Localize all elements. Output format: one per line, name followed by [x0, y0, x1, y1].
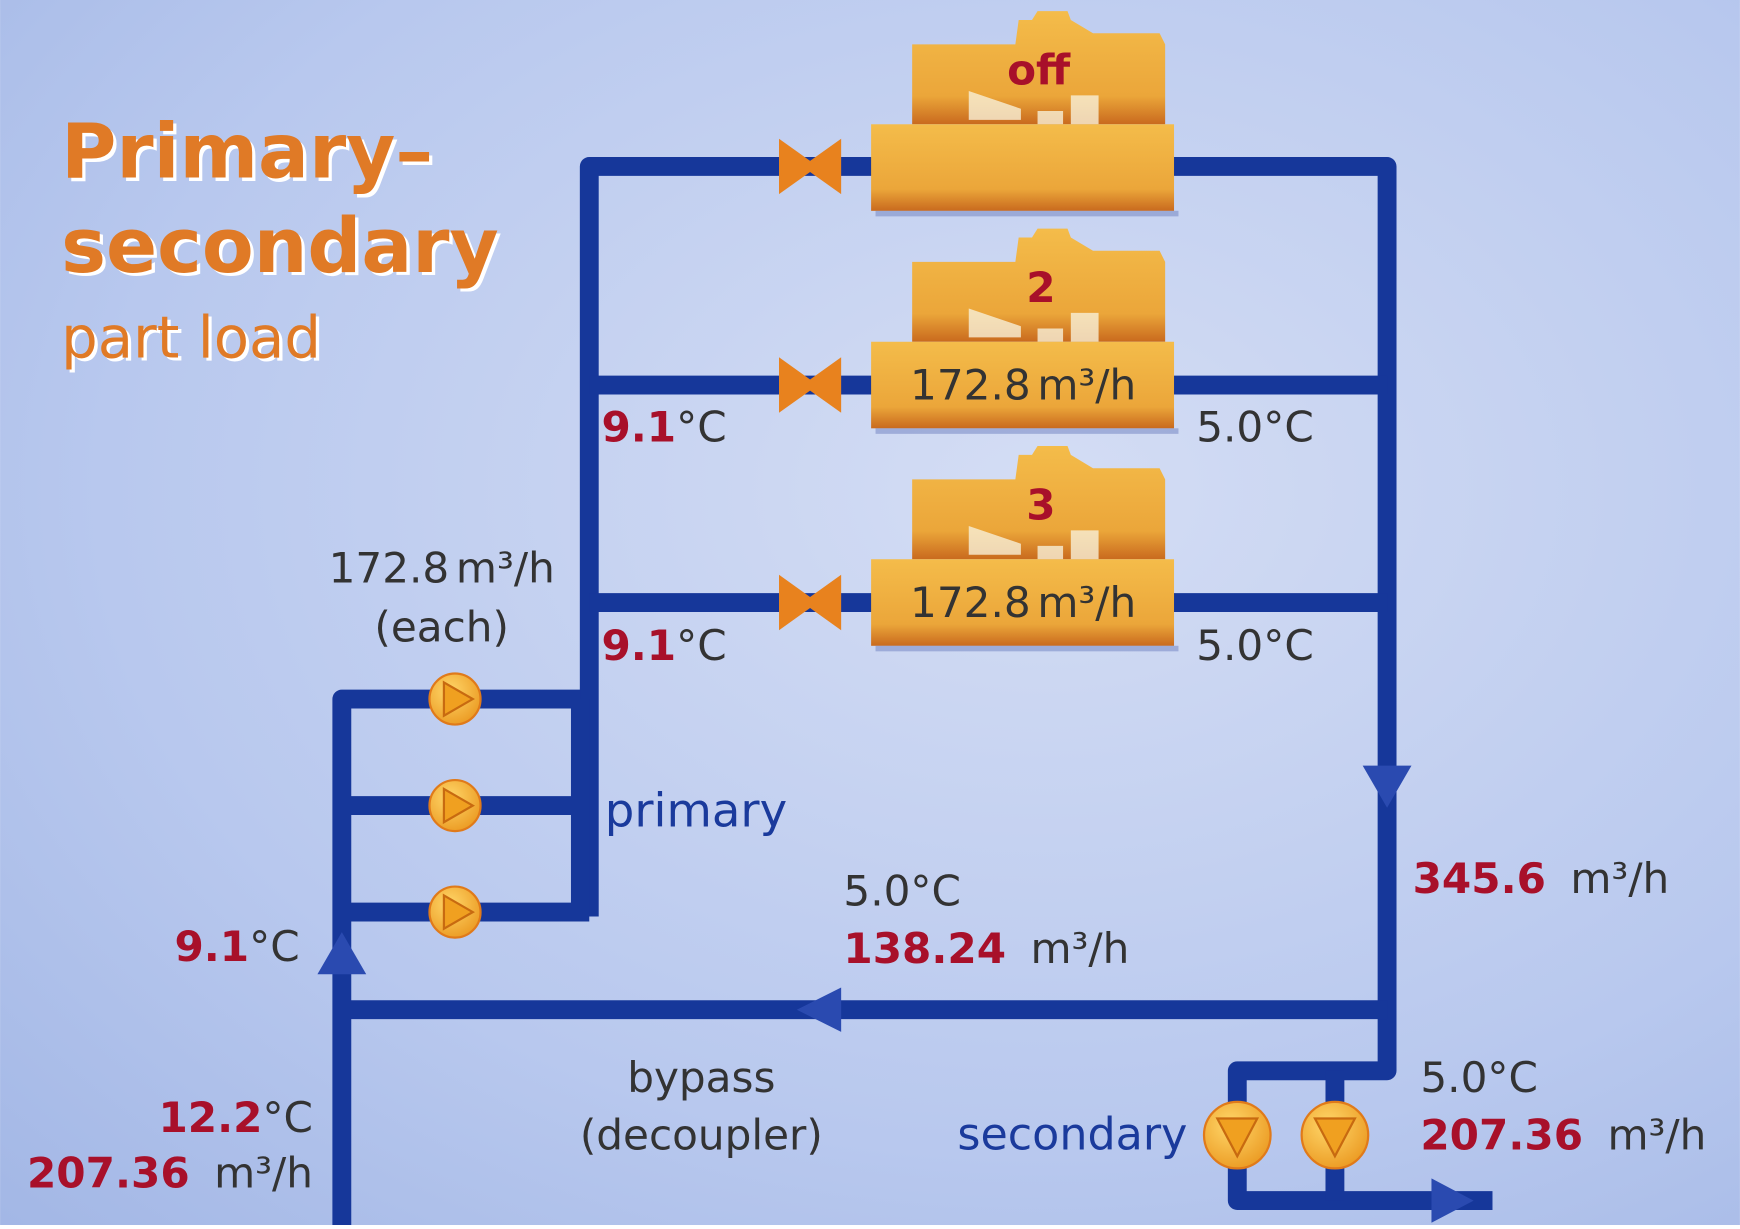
pump-arrow [1215, 1117, 1260, 1159]
temp: 5.0°C [1420, 1053, 1538, 1102]
flow-unit: m³/h [214, 1148, 313, 1197]
temp: 9.1°C [601, 621, 726, 670]
temp: 9.1°C [174, 922, 299, 971]
arrow-up [317, 932, 367, 975]
pump-flow: 172.8 m³/h [329, 544, 555, 593]
temp-unit: °C [676, 621, 727, 670]
main-pipe [579, 157, 1493, 1211]
subtitle: part load [61, 303, 321, 371]
flow-value: 172.8 [910, 360, 1031, 409]
flow-unit: m³/h [1607, 1111, 1706, 1160]
flow-value: 345.6 [1413, 854, 1546, 903]
pump-arrow [442, 787, 475, 825]
temp: 5.0°C [1196, 621, 1314, 670]
temp: 5.0°C [843, 866, 961, 915]
chiller-flow: 172.8 m³/h [910, 360, 1136, 409]
flow-unit: m³/h [1030, 924, 1129, 973]
title-line: secondary [61, 202, 499, 290]
flow-value: 138.24 [843, 924, 1006, 973]
primary-label: primary [605, 784, 787, 838]
chiller-label: 3 [1026, 480, 1055, 529]
temp: 9.1°C [601, 403, 726, 452]
bypass-label: (decoupler) [580, 1111, 823, 1160]
temp-unit: °C [676, 403, 727, 452]
arrow-left [796, 987, 842, 1032]
flow-value: 172.8 [329, 544, 450, 593]
pumps [428, 672, 1370, 1170]
flow: 138.24 m³/h [843, 924, 1129, 973]
title: Primary– Primary– secondary secondary pa… [61, 108, 502, 375]
arrow-right [1431, 1178, 1474, 1223]
pump-note: (each) [374, 602, 509, 651]
pump-arrow [442, 893, 475, 931]
bypass-label: bypass [627, 1053, 775, 1102]
temp-unit: °C [262, 1093, 313, 1142]
arrow-down [1362, 765, 1412, 808]
chiller-label: off [1007, 45, 1071, 94]
pump-arrow [442, 680, 475, 718]
pump-arrow [1313, 1117, 1357, 1159]
flow: 207.36 m³/h [1420, 1111, 1706, 1160]
flow-value: 207.36 [1420, 1111, 1583, 1160]
flow: 207.36 m³/h [27, 1148, 313, 1197]
flow: 345.6 m³/h [1413, 854, 1670, 903]
title-line: Primary– [61, 108, 433, 196]
temp-value: 9.1 [601, 621, 676, 670]
title-shadow: secondary [64, 205, 502, 293]
temp-value: 9.1 [601, 403, 676, 452]
secondary-label: secondary [957, 1110, 1187, 1161]
chiller-flow: 172.8 m³/h [910, 578, 1136, 627]
flow-unit: m³/h [1037, 578, 1136, 627]
title-shadow: Primary– [64, 111, 436, 199]
temp-value: 12.2 [158, 1093, 262, 1142]
flow-unit: m³/h [1037, 360, 1136, 409]
flow-unit: m³/h [1570, 854, 1669, 903]
temp-unit: °C [249, 922, 300, 971]
subtitle-shadow: part load [64, 307, 324, 375]
flow-unit: m³/h [456, 544, 555, 593]
flow-value: 207.36 [27, 1148, 190, 1197]
temp-value: 9.1 [174, 922, 249, 971]
temp: 12.2°C [158, 1093, 313, 1142]
temp: 5.0°C [1196, 403, 1314, 452]
flow-arrows [317, 765, 1474, 1223]
labels: off 2 3 172.8 m³/h 172.8 m³/h 9.1°C 5.0°C … [27, 45, 1706, 1197]
flow-value: 172.8 [910, 578, 1031, 627]
chiller-label: 2 [1026, 263, 1055, 312]
